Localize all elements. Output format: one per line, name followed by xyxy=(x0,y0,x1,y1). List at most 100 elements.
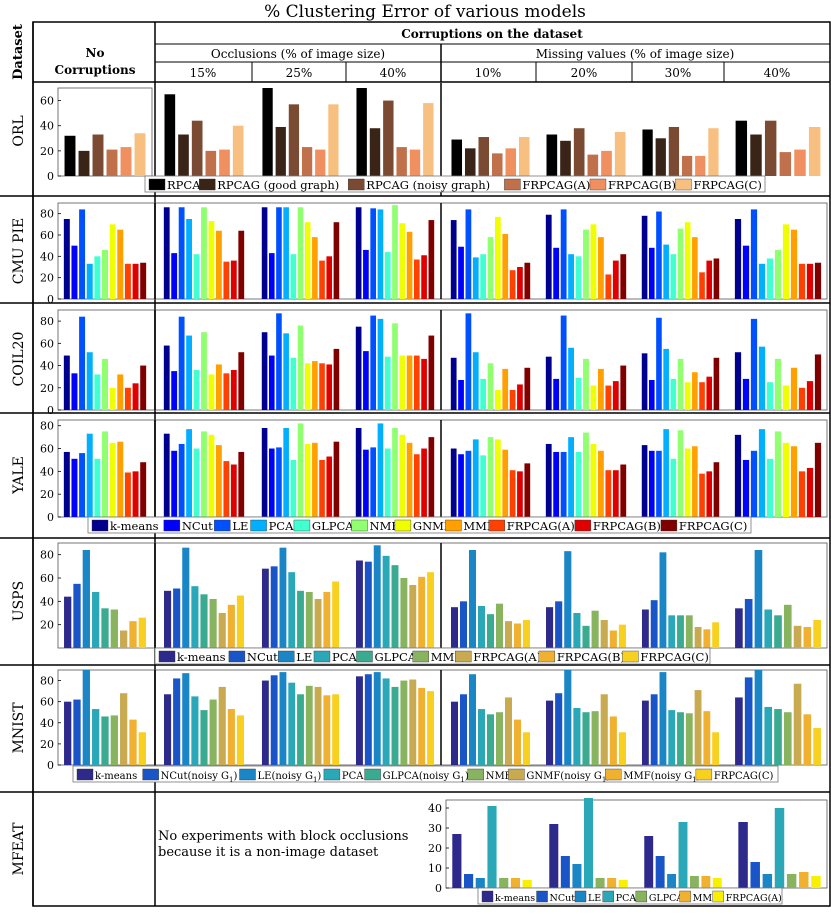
bar-mnist-g3-s0 xyxy=(355,676,363,765)
bar-yale-g6-s6 xyxy=(684,448,691,517)
bar-mnist-g0-s3 xyxy=(92,709,100,765)
bar-mnist-g3-s5 xyxy=(400,680,408,765)
bar-coil20-g4-s2 xyxy=(465,313,472,410)
bar-coil20-g5-s4 xyxy=(575,377,582,410)
legend-swatch xyxy=(712,890,724,903)
bar-cmu-pie-g5-s5 xyxy=(583,229,589,299)
y-tick-label: 60 xyxy=(40,443,54,456)
bar-yale-g5-s6 xyxy=(590,443,597,517)
bar-orl-g2-s0 xyxy=(262,88,273,176)
bar-mnist-g2-s6 xyxy=(314,686,322,765)
bar-orl-g4-s3 xyxy=(491,153,503,176)
bar-cmu-pie-g5-s3 xyxy=(568,254,574,299)
y-tick-label: 0 xyxy=(47,404,54,417)
bar-usps-g5-s1 xyxy=(555,601,563,648)
legend-swatch xyxy=(214,519,231,532)
bar-coil20-g0-s10 xyxy=(140,365,147,410)
bar-mnist-g7-s2 xyxy=(754,670,763,765)
bar-yale-g0-s5 xyxy=(102,431,108,517)
bar-cmu-pie-g3-s5 xyxy=(392,205,398,299)
bar-cmu-pie-g2-s4 xyxy=(290,254,297,299)
legend-label: MMF xyxy=(431,650,463,664)
bar-mnist-g4-s8 xyxy=(522,732,531,765)
legend-label: FRPCAG(C) xyxy=(679,519,747,533)
bar-mnist-g7-s6 xyxy=(793,683,802,765)
bar-usps-g7-s4 xyxy=(774,615,782,648)
bar-usps-g7-s3 xyxy=(764,609,773,648)
bar-usps-g6-s6 xyxy=(694,627,702,648)
bar-coil20-g0-s1 xyxy=(71,373,78,410)
bar-coil20-g6-s6 xyxy=(684,382,691,410)
bar-cmu-pie-g6-s9 xyxy=(706,260,713,299)
bar-coil20-g6-s9 xyxy=(706,376,713,410)
bar-usps-g1-s1 xyxy=(173,588,181,648)
bar-orl-g2-s5 xyxy=(328,104,339,176)
bar-coil20-g1-s5 xyxy=(201,332,207,410)
bar-coil20-g0-s2 xyxy=(79,316,86,410)
legend-swatch xyxy=(695,768,713,781)
bar-cmu-pie-g0-s9 xyxy=(132,263,139,299)
legend-subscript: 1 xyxy=(229,776,233,784)
bar-mnist-g7-s0 xyxy=(735,697,743,765)
bar-cmu-pie-g2-s10 xyxy=(333,222,340,299)
bar-mnist-g1-s1 xyxy=(173,678,181,765)
bar-mfeat-g0-s5 xyxy=(510,878,520,888)
bar-yale-g3-s8 xyxy=(413,454,420,517)
bar-cmu-pie-g2-s6 xyxy=(304,222,311,299)
bar-mnist-g6-s1 xyxy=(650,694,658,765)
bar-cmu-pie-g0-s7 xyxy=(117,229,124,299)
bar-mnist-g4-s0 xyxy=(450,701,459,765)
legend-swatch xyxy=(675,178,692,191)
legend-label: NMF xyxy=(370,519,400,533)
legend-label: PCA xyxy=(616,893,637,904)
legend-swatch xyxy=(142,768,159,781)
bar-coil20-g6-s7 xyxy=(692,372,698,410)
bar-cmu-pie-g3-s0 xyxy=(355,207,362,299)
y-tick-label: 0 xyxy=(47,759,54,772)
legend-label: GNMF xyxy=(413,519,452,533)
legend-label: LE(noisy G1) xyxy=(258,771,322,784)
bar-orl-g0-s1 xyxy=(78,150,90,176)
bar-usps-g2-s0 xyxy=(261,568,269,648)
bar-usps-g7-s8 xyxy=(813,620,821,648)
bar-cmu-pie-g5-s2 xyxy=(560,209,567,299)
bar-yale-g0-s9 xyxy=(132,471,139,517)
bar-cmu-pie-g6-s3 xyxy=(663,244,669,299)
legend-swatch xyxy=(313,650,331,663)
legend-label: FRPCAG(C) xyxy=(714,771,774,782)
bar-usps-g0-s4 xyxy=(101,608,109,648)
bar-orl-g2-s1 xyxy=(275,126,286,176)
bar-mnist-g5-s6 xyxy=(600,694,608,765)
bar-mfeat-g0-s0 xyxy=(452,834,462,888)
legend-swatch xyxy=(536,890,548,903)
bar-mnist-g7-s3 xyxy=(764,706,773,765)
bar-usps-g3-s2 xyxy=(373,545,381,648)
bar-coil20-g5-s8 xyxy=(605,385,612,410)
bar-coil20-g6-s1 xyxy=(648,380,655,410)
bar-orl-g4-s5 xyxy=(518,137,530,176)
bar-cmu-pie-g7-s7 xyxy=(790,229,798,299)
bar-coil20-g2-s0 xyxy=(261,332,268,410)
legend-label: GLPCA(noisy G1) xyxy=(383,771,469,784)
bar-usps-g0-s5 xyxy=(110,609,118,648)
bar-mnist-g3-s7 xyxy=(418,687,426,765)
bar-coil20-g3-s5 xyxy=(392,323,398,410)
bar-cmu-pie-g7-s10 xyxy=(814,262,822,299)
bar-yale-g4-s5 xyxy=(487,437,494,517)
bar-coil20-g4-s3 xyxy=(472,352,479,410)
chart-orl: 0 20 40 60 RPCA RPCAG (good graph) RPCAG (nois… xyxy=(40,83,821,196)
bar-usps-g0-s1 xyxy=(73,583,81,648)
bar-mfeat-g2-s6 xyxy=(712,878,722,888)
bar-cmu-pie-g1-s1 xyxy=(171,253,178,299)
bar-yale-g7-s3 xyxy=(758,429,766,517)
bar-coil20-g7-s2 xyxy=(750,318,758,410)
bar-cmu-pie-g7-s1 xyxy=(742,245,750,299)
bar-yale-g3-s6 xyxy=(399,434,406,517)
bar-cmu-pie-g4-s0 xyxy=(450,220,457,299)
bar-yale-g5-s4 xyxy=(575,451,582,517)
legend-swatch xyxy=(163,519,181,532)
bar-cmu-pie-g5-s4 xyxy=(575,256,582,299)
mfeat-note-line1: No experiments with block occlusions xyxy=(158,829,408,844)
bar-usps-g6-s5 xyxy=(685,615,693,648)
bar-usps-g1-s0 xyxy=(164,590,172,648)
